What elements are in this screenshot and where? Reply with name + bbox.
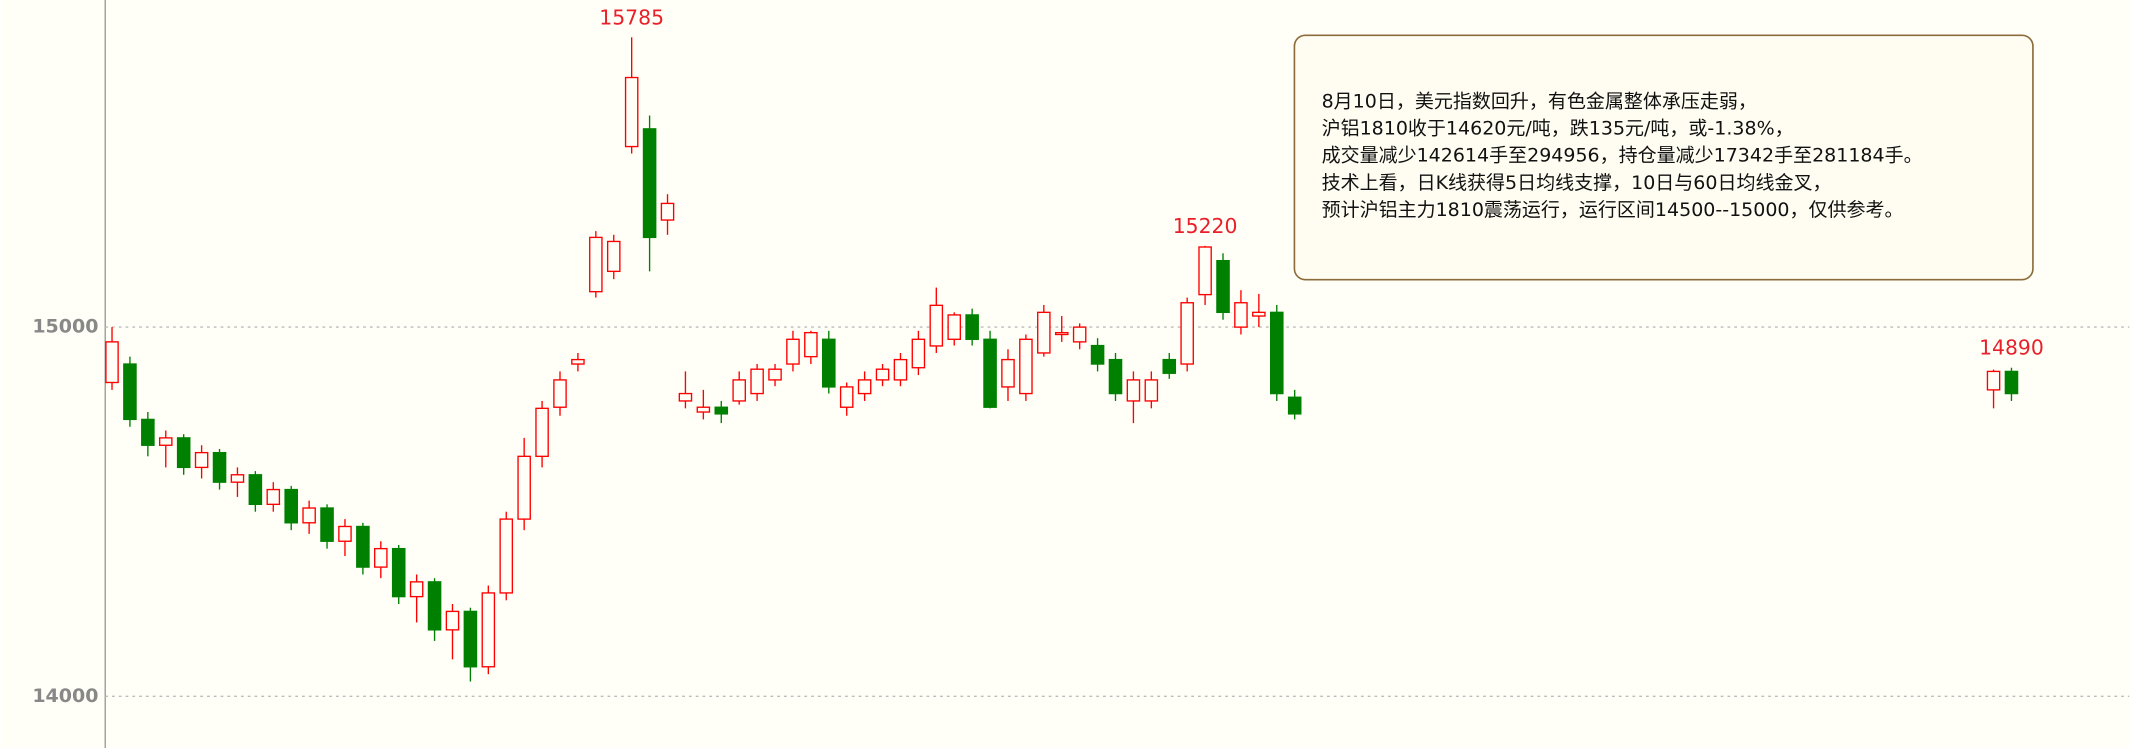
candle-body <box>535 407 549 458</box>
candle-body <box>1019 338 1033 395</box>
candle-body <box>445 610 460 631</box>
candle-body <box>302 507 316 524</box>
candle-body <box>1287 396 1302 415</box>
candle-body <box>875 368 890 381</box>
annotation-line: 预计沪铝主力1810震荡运行，运行区间14500--15000，仅供参考。 <box>1322 199 1904 221</box>
candle-body <box>1198 246 1212 296</box>
candle-body <box>212 451 227 483</box>
candle-body <box>624 76 639 148</box>
candle-body <box>1054 331 1069 336</box>
candle-body <box>714 406 729 415</box>
candle-body <box>911 338 926 369</box>
candle-body <box>356 525 370 568</box>
y-tick-label: 14000 <box>32 685 98 707</box>
candle-body <box>499 518 514 594</box>
candle-body <box>983 338 997 408</box>
candle-body <box>1180 302 1194 365</box>
candle-body <box>409 581 424 598</box>
candle-body <box>839 386 854 408</box>
candle-body <box>1986 370 2001 391</box>
candle-body <box>571 358 585 365</box>
high-label: 15785 <box>599 5 664 29</box>
annotation-box <box>1293 34 2034 281</box>
candle-body <box>463 610 478 668</box>
annotation-line: 8月10日，美元指数回升，有色金属整体承压走弱， <box>1322 90 1757 112</box>
candle-body <box>1037 311 1051 354</box>
candle-body <box>230 474 245 483</box>
candle-body <box>158 437 173 446</box>
candle-body <box>822 338 836 388</box>
candle-body <box>893 358 908 381</box>
annotation-line: 沪铝1810收于14620元/吨，跌135元/吨，或-1.38%， <box>1322 117 1794 139</box>
candle-body <box>1108 358 1123 395</box>
candle-body <box>768 368 782 381</box>
candle-body <box>660 202 675 221</box>
candle-body <box>284 488 298 524</box>
annotation-line: 成交量减少142614手至294956，持仓量减少17342手至281184手。 <box>1322 145 1923 167</box>
candle-body <box>553 379 567 408</box>
candle-body <box>391 547 406 598</box>
candle-body <box>374 547 388 568</box>
candle-body <box>1234 302 1248 328</box>
candle-body <box>1001 358 1015 388</box>
candle-body <box>606 240 621 273</box>
candle-body <box>1216 259 1230 314</box>
candle-body <box>320 507 334 542</box>
candle-body <box>141 418 155 446</box>
candle-body <box>176 437 191 469</box>
candle-body <box>2004 370 2019 395</box>
candle-body <box>1126 379 1141 402</box>
candle-body <box>642 128 657 239</box>
candle-body <box>248 474 263 506</box>
candle-body <box>194 451 209 469</box>
candle-body <box>750 368 764 395</box>
candle-body <box>804 331 818 358</box>
candle-body <box>947 314 962 340</box>
candle-body <box>965 314 979 340</box>
candle-body <box>732 379 746 402</box>
candle-body <box>338 525 352 542</box>
annotation-text: 8月10日，美元指数回升，有色金属整体承压走弱， 沪铝1810收于14620元/吨… <box>1322 90 1923 221</box>
candle-body <box>1072 326 1087 343</box>
candle-body <box>786 338 800 365</box>
high-label: 14890 <box>1979 336 2044 360</box>
candle-body <box>266 488 281 506</box>
candle-body <box>1269 311 1284 395</box>
candle-body <box>105 341 119 384</box>
candle-body <box>678 392 693 402</box>
candle-body <box>123 363 137 421</box>
candle-body <box>929 304 944 347</box>
annotation-line: 技术上看，日K线获得5日均线支撑，10日与60日均线金叉， <box>1322 172 1832 194</box>
candle-body <box>427 581 442 631</box>
candle-body <box>1162 358 1177 374</box>
candle-body <box>517 455 531 520</box>
candle-body <box>1090 344 1105 365</box>
candle-body <box>481 592 496 668</box>
candle-body <box>1252 311 1266 317</box>
high-label: 15220 <box>1173 214 1238 238</box>
candle-body <box>696 406 711 413</box>
candle-body <box>1144 379 1159 402</box>
y-tick-label: 15000 <box>32 316 98 338</box>
candle-body <box>589 236 603 293</box>
candle-body <box>857 379 872 395</box>
